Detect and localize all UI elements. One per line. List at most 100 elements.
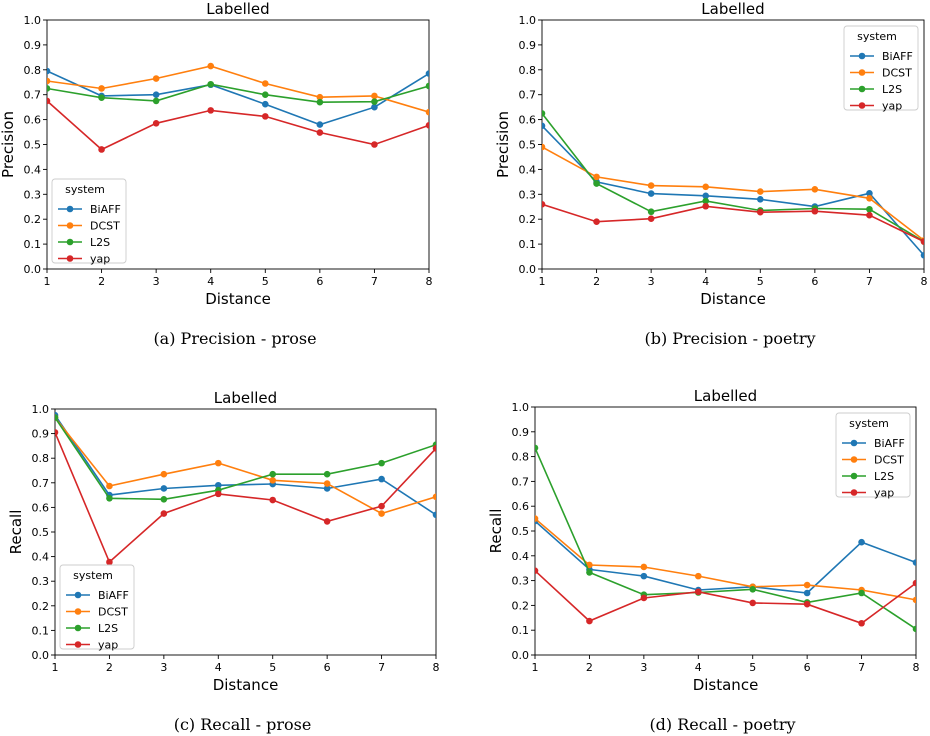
chart-title: Labelled bbox=[214, 389, 277, 407]
x-tick-label: 8 bbox=[426, 275, 433, 288]
series-group bbox=[55, 411, 436, 566]
x-tick-label: 6 bbox=[316, 275, 323, 288]
y-tick-label: 0.1 bbox=[32, 624, 50, 637]
data-point-dcst bbox=[269, 477, 277, 484]
y-tick-label: 0.3 bbox=[24, 188, 42, 201]
data-point-dcst bbox=[371, 92, 378, 100]
data-point-biaff bbox=[160, 485, 168, 492]
data-point-l2s bbox=[378, 459, 385, 467]
series-group bbox=[535, 444, 916, 633]
series-line-yap bbox=[47, 100, 429, 151]
data-point-biaff bbox=[323, 485, 331, 492]
data-point-l2s bbox=[586, 569, 593, 576]
y-tick-label: 0.9 bbox=[512, 426, 530, 439]
data-point-l2s bbox=[858, 589, 865, 597]
y-tick-label: 0.6 bbox=[32, 501, 50, 514]
data-point-biaff bbox=[214, 481, 222, 489]
x-tick-label: 1 bbox=[539, 275, 546, 288]
data-point-dcst bbox=[207, 62, 215, 70]
data-point-l2s bbox=[647, 208, 655, 216]
chart-title: Labelled bbox=[701, 0, 764, 18]
data-point-yap bbox=[811, 207, 819, 215]
data-point-yap bbox=[316, 129, 324, 136]
y-tick-label: 0.1 bbox=[24, 238, 42, 251]
y-tick-label: 0.7 bbox=[32, 477, 50, 490]
y-tick-label: 0.9 bbox=[519, 39, 537, 52]
series-line-biaff bbox=[542, 125, 924, 256]
data-point-biaff bbox=[316, 121, 324, 128]
x-tick-label: 5 bbox=[757, 275, 764, 288]
legend-label-biaff: BiAFF bbox=[98, 589, 129, 602]
data-point-yap bbox=[586, 617, 593, 625]
data-point-yap bbox=[207, 107, 215, 114]
legend-label-biaff: BiAFF bbox=[882, 50, 913, 63]
x-axis-label: Distance bbox=[213, 676, 279, 694]
data-point-yap bbox=[920, 238, 924, 245]
data-point-l2s bbox=[152, 97, 160, 105]
y-tick-label: 0.4 bbox=[519, 163, 537, 176]
data-point-biaff bbox=[378, 475, 385, 483]
x-tick-label: 6 bbox=[324, 661, 331, 674]
y-tick-label: 1.0 bbox=[519, 14, 537, 27]
y-tick-label: 0.3 bbox=[512, 575, 530, 588]
legend-marker-l2s bbox=[66, 238, 74, 246]
data-point-yap bbox=[535, 567, 539, 574]
y-tick-label: 0.7 bbox=[24, 89, 42, 102]
x-axis-label: Distance bbox=[700, 290, 766, 308]
series-line-biaff bbox=[47, 70, 429, 126]
x-tick-label: 5 bbox=[269, 661, 276, 674]
legend-marker-dcst bbox=[74, 608, 82, 615]
data-point-yap bbox=[371, 141, 378, 148]
legend-label-l2s: L2S bbox=[882, 83, 902, 96]
data-point-dcst bbox=[160, 470, 168, 478]
data-point-l2s bbox=[269, 470, 277, 478]
data-point-biaff bbox=[640, 572, 648, 580]
legend-label-dcst: DCST bbox=[874, 454, 904, 467]
series-line-l2s bbox=[55, 417, 436, 501]
legend-marker-biaff bbox=[858, 52, 866, 60]
y-tick-label: 0.3 bbox=[519, 188, 537, 201]
data-point-dcst bbox=[432, 493, 436, 501]
data-point-l2s bbox=[912, 625, 916, 633]
y-tick-label: 0.5 bbox=[32, 526, 50, 539]
data-point-yap bbox=[323, 518, 331, 525]
legend-label-biaff: BiAFF bbox=[874, 437, 905, 450]
x-tick-label: 3 bbox=[648, 275, 655, 288]
data-point-yap bbox=[640, 594, 648, 602]
x-tick-label: 4 bbox=[702, 275, 709, 288]
legend-label-l2s: L2S bbox=[874, 470, 894, 483]
x-tick-label: 1 bbox=[532, 661, 539, 674]
legend: BiAFF DCST L2S yap bbox=[835, 412, 911, 500]
x-tick-label: 4 bbox=[695, 661, 702, 674]
figure-caption: (c) Recall - prose bbox=[174, 715, 312, 734]
series-line-dcst bbox=[47, 65, 429, 113]
legend-marker-yap bbox=[858, 102, 866, 109]
data-point-yap bbox=[269, 496, 277, 504]
data-point-yap bbox=[694, 588, 702, 596]
legend-marker-dcst bbox=[850, 456, 858, 463]
data-point-l2s bbox=[207, 80, 215, 88]
x-tick-label: 7 bbox=[858, 661, 865, 674]
legend: BiAFF DCST L2S yap bbox=[51, 178, 127, 266]
data-point-l2s bbox=[261, 91, 269, 98]
chart-title: Labelled bbox=[694, 387, 757, 405]
series-group bbox=[542, 110, 924, 259]
data-point-biaff bbox=[702, 192, 710, 200]
x-tick-label: 4 bbox=[207, 275, 214, 288]
legend-title: system bbox=[857, 30, 897, 43]
data-point-yap bbox=[261, 113, 269, 120]
series-line-biaff bbox=[55, 414, 436, 516]
x-tick-label: 1 bbox=[52, 661, 59, 674]
legend-marker-l2s bbox=[858, 85, 866, 93]
y-tick-label: 0.1 bbox=[512, 624, 530, 637]
data-point-biaff bbox=[756, 195, 764, 203]
data-point-biaff bbox=[647, 190, 655, 197]
panel-recall-poetry: Labelled Distance Recall (d) Recall - po… bbox=[487, 387, 920, 734]
data-point-dcst bbox=[152, 75, 160, 82]
data-point-yap bbox=[152, 120, 160, 127]
data-point-dcst bbox=[702, 183, 710, 191]
y-tick-label: 0.0 bbox=[32, 649, 50, 662]
x-tick-label: 2 bbox=[106, 661, 113, 674]
data-point-biaff bbox=[803, 589, 811, 597]
data-point-yap bbox=[542, 200, 546, 208]
